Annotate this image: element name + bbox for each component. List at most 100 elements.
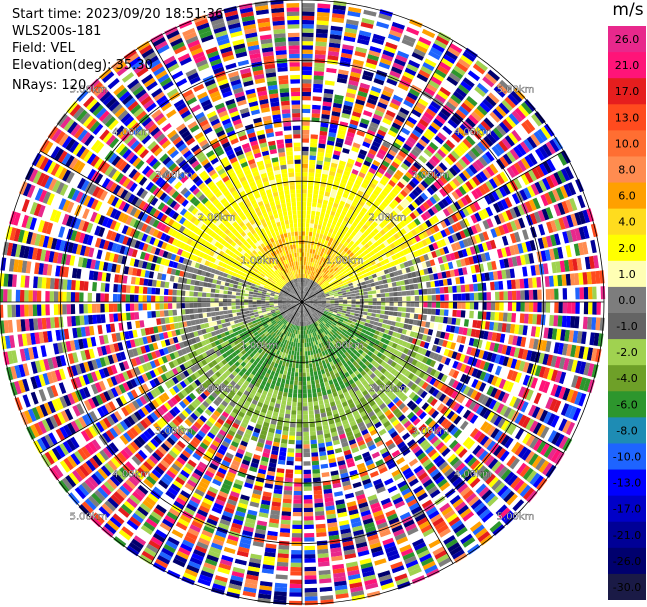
radar-gate	[356, 224, 362, 231]
radar-gate	[298, 330, 301, 335]
radar-gate	[355, 260, 361, 266]
radar-gate	[258, 438, 266, 444]
radar-gate	[557, 152, 568, 166]
radar-gate	[323, 313, 328, 316]
radar-gate	[306, 321, 309, 326]
radar-gate	[381, 160, 390, 168]
radar-gate	[317, 297, 322, 300]
radar-gate	[348, 439, 357, 446]
radar-gate	[341, 476, 350, 483]
radar-gate	[431, 155, 441, 164]
radar-gate	[311, 384, 316, 389]
radar-gate	[327, 526, 339, 532]
radar-gate	[155, 529, 168, 539]
radar-gate	[221, 411, 229, 418]
radar-gate	[407, 116, 418, 125]
radar-gate	[365, 210, 373, 217]
radar-gate	[383, 363, 390, 370]
radar-gate	[302, 134, 310, 139]
radar-gate	[313, 341, 316, 346]
radar-gate	[500, 419, 510, 431]
radar-gate	[366, 262, 373, 268]
radar-gate	[481, 511, 494, 523]
radar-gate	[302, 121, 310, 126]
radar-gate	[337, 361, 343, 367]
radar-gate	[198, 461, 208, 470]
radar-gate	[232, 518, 244, 526]
radar-gate	[165, 490, 176, 500]
radar-gate	[267, 431, 275, 438]
radar-gate	[361, 17, 375, 25]
radar-gate	[305, 274, 308, 279]
radar-gate	[336, 341, 341, 347]
radar-gate	[350, 172, 358, 179]
radar-gate	[358, 220, 365, 227]
radar-gate	[336, 352, 342, 358]
radar-gate	[303, 503, 313, 508]
radar-gate	[450, 150, 460, 160]
radar-gate	[370, 337, 377, 343]
radar-gate	[340, 52, 353, 59]
radar-gate	[387, 33, 401, 42]
radar-gate	[355, 295, 360, 299]
radar-gate	[562, 358, 570, 371]
radar-gate	[292, 346, 295, 351]
radar-gate	[322, 321, 327, 325]
radar-gate	[312, 296, 317, 299]
radar-gate	[379, 392, 387, 399]
radar-gate	[302, 286, 304, 291]
radar-gate	[369, 389, 376, 397]
radar-gate	[340, 338, 346, 343]
radar-gate	[310, 431, 316, 436]
radar-gate	[443, 467, 454, 478]
radar-gate	[316, 532, 327, 538]
radar-gate	[367, 494, 378, 502]
radar-gate	[304, 286, 306, 291]
radar-gate	[391, 493, 402, 501]
radar-gate	[490, 302, 496, 311]
radar-gate	[300, 304, 302, 310]
radar-gate	[408, 364, 415, 372]
radar-gate	[325, 297, 331, 300]
radar-gate	[529, 420, 539, 433]
radar-gate	[322, 286, 327, 290]
radar-gate	[399, 511, 411, 521]
radar-gate	[398, 46, 411, 55]
radar-gate	[338, 65, 350, 72]
radar-gate	[330, 316, 335, 321]
radar-gate	[460, 310, 466, 318]
radar-gate	[380, 293, 386, 298]
radar-gate	[442, 279, 448, 286]
radar-gate	[554, 416, 564, 430]
radar-gate	[470, 235, 478, 245]
radar-gate	[376, 245, 382, 252]
radar-gate	[310, 439, 317, 445]
radar-gate	[304, 300, 310, 302]
radar-gate	[381, 302, 386, 306]
radar-gate	[393, 259, 400, 266]
radar-gate	[223, 422, 231, 430]
radar-gate	[473, 108, 485, 119]
radar-gate	[139, 554, 153, 565]
radar-gate	[482, 350, 489, 360]
radar-gate	[302, 222, 306, 228]
radar-gate	[561, 200, 570, 214]
radar-gate	[304, 299, 309, 302]
radar-gate	[304, 273, 307, 279]
radar-gate	[327, 313, 332, 317]
radar-gate	[347, 180, 354, 187]
radar-gate	[321, 295, 326, 298]
radar-gate	[421, 115, 432, 124]
radar-gate	[289, 332, 292, 337]
radar-gate	[317, 250, 321, 256]
radar-gate	[359, 425, 367, 432]
radar-gate	[506, 369, 514, 380]
radar-gate	[406, 26, 420, 36]
radar-gate	[193, 468, 204, 477]
radar-gate	[306, 307, 311, 311]
radar-gate	[374, 218, 382, 225]
radar-gate	[310, 337, 313, 343]
radar-gate	[347, 10, 361, 18]
radar-gate	[305, 286, 307, 292]
radar-gate	[305, 235, 309, 241]
